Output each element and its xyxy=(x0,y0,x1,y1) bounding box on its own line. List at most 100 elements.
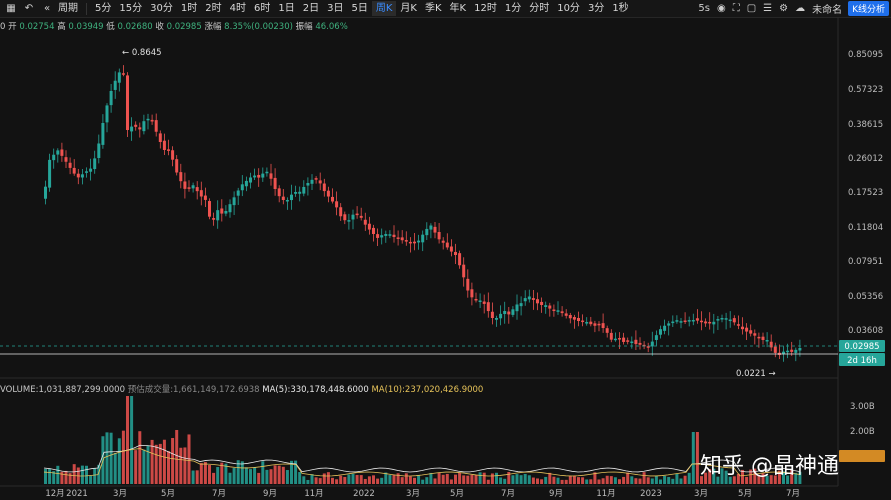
candle-body xyxy=(568,315,572,319)
interval-1[interactable]: 15分 xyxy=(119,3,143,14)
candle-body xyxy=(105,105,109,123)
candle-body xyxy=(687,320,691,322)
volume-bar xyxy=(679,478,683,484)
candle-body xyxy=(48,159,52,188)
interval-10[interactable]: 5日 xyxy=(351,3,368,14)
interval-19[interactable]: 3分 xyxy=(587,3,605,14)
volume-bar xyxy=(376,478,380,484)
volume-bar xyxy=(203,462,207,484)
candle-body xyxy=(335,201,339,208)
candle-body xyxy=(343,214,347,221)
interval-14[interactable]: 年K xyxy=(449,3,467,14)
candle-body xyxy=(384,234,388,236)
candle-body xyxy=(183,181,187,189)
volume-bar xyxy=(413,477,416,484)
price-tick: 0.26012 xyxy=(848,154,883,164)
volume-bar xyxy=(121,430,125,484)
window-icon[interactable]: ▢ xyxy=(746,3,757,14)
volume-bar xyxy=(638,478,642,484)
volume-bar xyxy=(72,464,76,484)
interval-11[interactable]: 周K xyxy=(371,1,397,16)
layout-name[interactable]: 未命名 xyxy=(812,5,843,16)
candle-body xyxy=(220,208,224,214)
candle-body xyxy=(704,321,708,324)
volume-bar xyxy=(478,472,482,484)
candle-body xyxy=(199,190,203,197)
volume-bar xyxy=(105,432,109,484)
candle-body xyxy=(236,190,240,196)
volume-bar xyxy=(339,475,343,484)
interval-16[interactable]: 1分 xyxy=(504,3,522,14)
candle-body xyxy=(421,234,425,243)
interval-12[interactable]: 月K xyxy=(400,3,417,14)
candle-body xyxy=(790,349,794,352)
candle-body xyxy=(126,75,129,130)
volume-bar xyxy=(331,477,334,484)
interval-4[interactable]: 2时 xyxy=(205,3,222,14)
candle-body xyxy=(622,337,626,342)
grid-menu-icon[interactable]: ▦ xyxy=(6,3,16,14)
interval-18[interactable]: 10分 xyxy=(557,3,580,14)
volume-bar xyxy=(749,469,753,484)
interval-8[interactable]: 2日 xyxy=(302,3,320,14)
candle-body xyxy=(281,196,285,200)
interval-20[interactable]: 1秒 xyxy=(612,3,629,14)
amp-value: 46.06% xyxy=(315,22,348,32)
candle-body xyxy=(732,318,736,323)
candle-body xyxy=(363,219,367,225)
candle-body xyxy=(773,346,777,353)
volume-bar xyxy=(626,472,630,484)
volume-bar xyxy=(798,471,802,484)
candle-body xyxy=(728,319,732,322)
volume-bar xyxy=(64,470,68,484)
candle-body xyxy=(56,150,60,155)
candle-body xyxy=(700,320,703,323)
candle-body xyxy=(347,220,351,222)
candle-body xyxy=(786,350,790,353)
low-value: 0.02680 xyxy=(117,22,153,32)
fullscreen-icon[interactable]: ⛶ xyxy=(732,3,740,14)
template-icon[interactable]: ☰ xyxy=(763,3,773,14)
interval-3[interactable]: 1时 xyxy=(180,3,198,14)
interval-2[interactable]: 30分 xyxy=(150,3,173,14)
interval-5[interactable]: 4时 xyxy=(229,3,246,14)
interval-13[interactable]: 季K xyxy=(424,3,442,14)
volume-bar xyxy=(523,473,527,484)
volume-bar xyxy=(93,468,97,484)
volume-bar xyxy=(273,465,277,484)
kline-analysis-button[interactable]: K线分析 xyxy=(848,1,889,16)
candle-body xyxy=(179,172,183,182)
volume-bar xyxy=(298,472,302,484)
candle-body xyxy=(523,298,527,302)
camera-icon[interactable]: ◉ xyxy=(716,3,726,14)
interval-6[interactable]: 6时 xyxy=(253,3,271,14)
volume-bar xyxy=(782,471,785,484)
candle-body xyxy=(515,304,519,312)
candle-body xyxy=(654,335,658,340)
volume-bar xyxy=(700,476,703,484)
interval-7[interactable]: 1日 xyxy=(278,3,295,14)
interval-0[interactable]: 5分 xyxy=(95,3,112,14)
candle-body xyxy=(146,118,150,121)
refresh-speed[interactable]: 5s xyxy=(698,3,710,14)
period-selector[interactable]: 周期 xyxy=(58,3,78,14)
high-value: 0.03949 xyxy=(68,22,104,32)
settings-icon[interactable]: ⚙ xyxy=(779,3,789,14)
candle-body xyxy=(503,311,507,315)
cloud-icon[interactable]: ☁ xyxy=(795,3,806,14)
candle-body xyxy=(540,301,544,305)
volume-bar xyxy=(281,466,285,484)
interval-17[interactable]: 分时 xyxy=(529,3,550,14)
candle-body xyxy=(589,321,593,325)
volume-tick: 3.00B xyxy=(850,402,875,412)
interval-9[interactable]: 3日 xyxy=(327,3,344,14)
volume-bar xyxy=(130,396,134,484)
volume-bar xyxy=(441,474,445,484)
interval-15[interactable]: 12时 xyxy=(474,3,497,14)
undo-icon[interactable]: ↶ xyxy=(24,3,34,14)
collapse-icon[interactable]: « xyxy=(43,3,51,14)
volume-bar xyxy=(277,465,281,484)
candle-body xyxy=(249,177,252,183)
candle-body xyxy=(175,159,179,173)
